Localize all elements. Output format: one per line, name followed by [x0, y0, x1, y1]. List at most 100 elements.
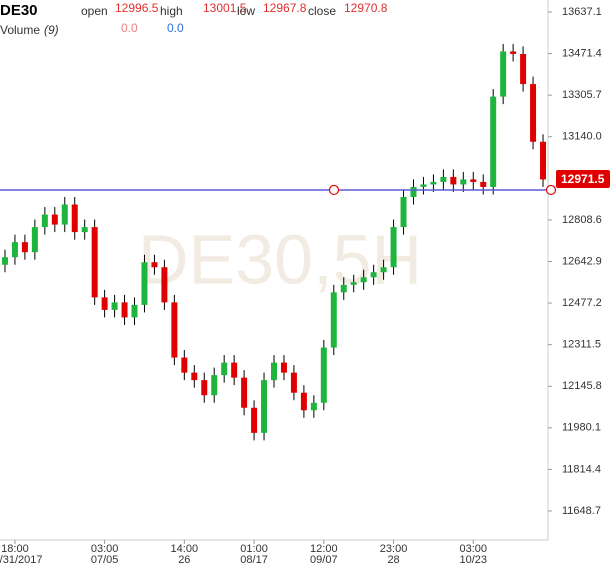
close-value: 12970.8: [344, 1, 388, 15]
candle-body: [470, 179, 477, 182]
volume-value: 0.0: [167, 21, 184, 35]
x-tick-date: 28: [387, 554, 399, 566]
candle-body: [161, 267, 168, 303]
candle-body: [211, 375, 218, 396]
candle-body: [101, 297, 108, 310]
candle-body: [201, 380, 208, 396]
candle-body: [191, 372, 198, 381]
candle-body: [430, 181, 437, 185]
y-tick-label: 11648.7: [562, 505, 601, 517]
candle-body: [460, 179, 467, 185]
candle-body: [330, 292, 337, 348]
volume-period: (9): [44, 23, 59, 37]
candle-body: [41, 214, 48, 228]
candle-body: [271, 362, 277, 381]
candle-body: [420, 184, 427, 187]
candle-body: [300, 392, 307, 411]
candle-body: [51, 214, 58, 225]
candle-body: [31, 227, 38, 253]
candle-body: [390, 227, 397, 268]
low-value: 12967.8: [263, 1, 307, 15]
x-tick-date: 26: [178, 554, 190, 566]
candle-body: [231, 362, 238, 378]
candle-body: [81, 227, 88, 233]
candle-body: [450, 176, 457, 185]
open-label: open: [81, 4, 108, 18]
candle-body: [510, 51, 517, 54]
candle-body: [171, 302, 178, 358]
candle-body: [360, 277, 367, 283]
open-value: 12996.5: [115, 1, 159, 15]
x-tick-label: 03:00: [91, 543, 119, 555]
y-tick-label: 13305.7: [562, 89, 602, 101]
volume-label: Volume: [0, 23, 40, 37]
x-tick-label: 18:00: [1, 543, 29, 555]
candle-body: [141, 262, 148, 305]
symbol: DE30: [0, 2, 38, 19]
candle-body: [111, 302, 118, 310]
volume-value: 0.0: [121, 21, 138, 35]
x-tick-label: 14:00: [171, 543, 199, 555]
y-tick-label: 11980.1: [562, 422, 601, 434]
high-label: high: [160, 4, 183, 18]
candle-body: [221, 362, 228, 376]
candle-body: [131, 304, 138, 318]
last-price-label: 12971.5: [561, 172, 605, 186]
x-tick-date: 08/17: [240, 554, 268, 566]
line-handle: [328, 184, 340, 196]
last-price-box: [556, 170, 610, 189]
candle-body: [370, 272, 377, 278]
candle-body: [320, 347, 327, 403]
candle-body: [340, 284, 347, 293]
candle-body: [251, 407, 258, 433]
x-tick-date: 07/05: [91, 554, 119, 566]
candle-body: [350, 282, 357, 285]
candle-body: [280, 362, 287, 373]
x-tick-date: 05/31/2017: [0, 554, 42, 566]
candle-body: [520, 53, 527, 85]
x-tick-label: 01:00: [240, 543, 268, 555]
candle-body: [91, 227, 98, 298]
candle-body: [261, 380, 268, 433]
y-tick-label: 12477.2: [562, 297, 602, 309]
candle-body: [1, 257, 8, 265]
candle-body: [480, 181, 487, 187]
y-tick-label: 11814.4: [562, 463, 601, 475]
candle-body: [500, 51, 507, 97]
y-tick-label: 12642.9: [562, 255, 602, 267]
y-tick-label: 13637.1: [562, 6, 602, 18]
candle-body: [181, 357, 188, 373]
high-value: 13001.5: [203, 1, 247, 15]
candle-body: [380, 267, 387, 273]
y-tick-label: 12311.5: [562, 339, 601, 351]
y-tick-label: 13140.0: [562, 131, 602, 143]
candle-body: [440, 176, 447, 182]
candle-body: [290, 372, 297, 393]
x-tick-label: 23:00: [380, 543, 408, 555]
line-handle: [545, 184, 557, 196]
watermark: DE30,5H: [138, 220, 422, 298]
y-tick-label: 12808.6: [562, 214, 602, 226]
y-tick-label: 12145.8: [562, 380, 602, 392]
x-tick-date: 09/07: [310, 554, 338, 566]
candle-body: [11, 242, 18, 258]
candle-body: [71, 204, 78, 233]
x-tick-label: 03:00: [460, 543, 488, 555]
y-tick-label: 13471.4: [562, 48, 602, 60]
low-label: low: [237, 4, 255, 18]
x-tick-label: 12:00: [310, 543, 338, 555]
candle-body: [490, 96, 497, 187]
candle-body: [61, 204, 68, 225]
candle-body: [540, 141, 547, 180]
candle-body: [241, 377, 248, 408]
candle-body: [400, 196, 407, 228]
x-tick-date: 10/23: [460, 554, 488, 566]
close-label: close: [308, 4, 336, 18]
candle-body: [410, 186, 417, 197]
candle-body: [121, 302, 128, 318]
candle-body: [310, 402, 317, 411]
candle-body: [21, 242, 28, 253]
candle-body: [530, 84, 537, 142]
candle-body: [151, 262, 158, 268]
